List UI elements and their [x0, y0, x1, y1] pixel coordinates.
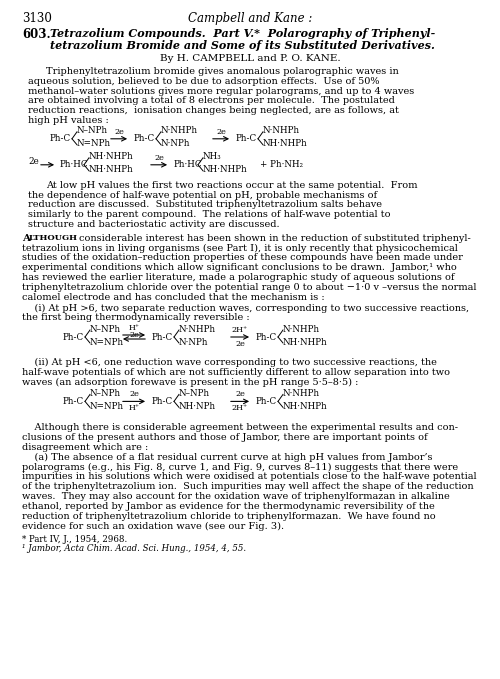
- Text: waves.  They may also account for the oxidation wave of triphenylformazan in alk: waves. They may also account for the oxi…: [22, 492, 450, 501]
- Text: NH·NHPh: NH·NHPh: [89, 152, 134, 162]
- Text: NH·NHPh: NH·NHPh: [203, 165, 248, 175]
- Text: has reviewed the earlier literature, made a polarographic study of aqueous solut: has reviewed the earlier literature, mad…: [22, 273, 454, 282]
- Text: high pH values :: high pH values :: [28, 116, 109, 125]
- Text: 2e: 2e: [114, 128, 124, 136]
- Text: Ph·HC: Ph·HC: [60, 160, 88, 169]
- Text: 2H⁺: 2H⁺: [232, 326, 248, 334]
- Text: Although there is considerable agreement between the experimental results and co: Although there is considerable agreement…: [22, 424, 458, 433]
- Text: studies of the oxidation–reduction properties of these compounds have been made : studies of the oxidation–reduction prope…: [22, 253, 463, 262]
- Text: 2e: 2e: [28, 158, 39, 166]
- Text: reduction are discussed.  Substituted triphenyltetrazolium salts behave: reduction are discussed. Substituted tri…: [28, 200, 382, 209]
- Text: N–NPh: N–NPh: [90, 389, 121, 398]
- Text: N–NPh: N–NPh: [179, 389, 210, 398]
- Text: structure and bacteriostatic activity are discussed.: structure and bacteriostatic activity ar…: [28, 220, 280, 229]
- Text: N–NPh: N–NPh: [77, 126, 108, 135]
- Text: similarly to the parent compound.  The relations of half-wave potential to: similarly to the parent compound. The re…: [28, 210, 390, 219]
- Text: considerable interest has been shown in the reduction of substituted triphenyl-: considerable interest has been shown in …: [79, 234, 471, 243]
- Text: clusions of the present authors and those of Jambor, there are important points : clusions of the present authors and thos…: [22, 433, 428, 442]
- Text: At low pH values the first two reactions occur at the same potential.  From: At low pH values the first two reactions…: [46, 181, 418, 190]
- Text: calomel electrode and has concluded that the mechanism is :: calomel electrode and has concluded that…: [22, 293, 324, 301]
- Text: Ph-C: Ph-C: [63, 333, 84, 342]
- Text: are obtained involving a total of 8 electrons per molecule.  The postulated: are obtained involving a total of 8 elec…: [28, 96, 395, 105]
- Text: N=NPh: N=NPh: [90, 337, 124, 346]
- Text: N·NHPh: N·NHPh: [161, 126, 198, 135]
- Text: + Ph·NH₂: + Ph·NH₂: [260, 160, 303, 169]
- Text: Tetrazolium Compounds.  Part V.*  Polarography of Triphenyl-: Tetrazolium Compounds. Part V.* Polarogr…: [50, 28, 435, 39]
- Text: triphenyltetrazolium chloride over the potential range 0 to about −1·0 v –versus: triphenyltetrazolium chloride over the p…: [22, 282, 476, 292]
- Text: LTHOUGH: LTHOUGH: [29, 234, 78, 242]
- Text: Ph·HC: Ph·HC: [174, 160, 203, 169]
- Text: tetrazolium ions in living organisms (see Part I), it is only recently that phys: tetrazolium ions in living organisms (se…: [22, 244, 458, 253]
- Text: of the triphenyltetrazolium ion.  Such impurities may well affect the shape of t: of the triphenyltetrazolium ion. Such im…: [22, 482, 473, 491]
- Text: aqueous solution, believed to be due to adsorption effects.  Use of 50%: aqueous solution, believed to be due to …: [28, 77, 380, 86]
- Text: N–NPh: N–NPh: [90, 325, 121, 333]
- Text: methanol–water solutions gives more regular polarograms, and up to 4 waves: methanol–water solutions gives more regu…: [28, 87, 414, 96]
- Text: 2e: 2e: [216, 128, 226, 136]
- Text: the first being thermodynamically reversible :: the first being thermodynamically revers…: [22, 313, 250, 323]
- Text: A: A: [22, 234, 30, 243]
- Text: N=NPh: N=NPh: [77, 139, 111, 148]
- Text: N·NPh: N·NPh: [179, 337, 208, 346]
- Text: Ph-C: Ph-C: [152, 333, 174, 342]
- Text: Ph-C: Ph-C: [256, 333, 277, 342]
- Text: ¹ Jambor, Acta Chim. Acad. Sci. Hung., 1954, 4, 55.: ¹ Jambor, Acta Chim. Acad. Sci. Hung., 1…: [22, 544, 246, 553]
- Text: H⁺: H⁺: [128, 324, 140, 332]
- Text: NH·NHPh: NH·NHPh: [263, 139, 308, 148]
- Text: N·NHPh: N·NHPh: [283, 389, 320, 398]
- Text: Ph-C: Ph-C: [50, 134, 72, 143]
- Text: N·NHPh: N·NHPh: [263, 126, 300, 135]
- Text: NH·NHPh: NH·NHPh: [283, 337, 328, 346]
- Text: 2e: 2e: [129, 390, 139, 399]
- Text: Campbell and Kane :: Campbell and Kane :: [188, 12, 312, 25]
- Text: disagreement which are :: disagreement which are :: [22, 443, 148, 452]
- Text: evidence for such an oxidation wave (see our Fig. 3).: evidence for such an oxidation wave (see…: [22, 521, 284, 530]
- Text: waves (an adsorption forewave is present in the pH range 5·5–8·5) :: waves (an adsorption forewave is present…: [22, 378, 358, 387]
- Text: the dependence of half-wave potential on pH, probable mechanisms of: the dependence of half-wave potential on…: [28, 191, 377, 200]
- Text: (ii) At pH <6, one reduction wave corresponding to two successive reactions, the: (ii) At pH <6, one reduction wave corres…: [22, 358, 437, 367]
- Text: reduction of triphenyltetrazolium chloride to triphenylformazan.  We have found : reduction of triphenyltetrazolium chlori…: [22, 511, 436, 521]
- Text: 2H⁺: 2H⁺: [232, 405, 248, 412]
- Text: half-wave potentials of which are not sufficiently different to allow separation: half-wave potentials of which are not su…: [22, 368, 450, 377]
- Text: Ph-C: Ph-C: [256, 397, 277, 406]
- Text: * Part IV, J., 1954, 2968.: * Part IV, J., 1954, 2968.: [22, 535, 127, 544]
- Text: NH·NPh: NH·NPh: [179, 402, 216, 411]
- Text: polarograms (e.g., his Fig. 8, curve 1, and Fig. 9, curves 8–11) suggests that t: polarograms (e.g., his Fig. 8, curve 1, …: [22, 462, 458, 472]
- Text: N·NHPh: N·NHPh: [283, 325, 320, 333]
- Text: tetrazolium Bromide and Some of its Substituted Derivatives.: tetrazolium Bromide and Some of its Subs…: [50, 40, 435, 51]
- Text: H⁺: H⁺: [128, 405, 140, 412]
- Text: N·NPh: N·NPh: [161, 139, 190, 148]
- Text: impurities in his solutions which were oxidised at potentials close to the half-: impurities in his solutions which were o…: [22, 473, 476, 481]
- Text: experimental conditions which allow significant conclusions to be drawn.  Jambor: experimental conditions which allow sign…: [22, 263, 457, 272]
- Text: 2e: 2e: [154, 154, 164, 162]
- Text: (a) The absence of a flat residual current curve at high pH values from Jambor’s: (a) The absence of a flat residual curre…: [22, 453, 432, 462]
- Text: By H. CAMPBELL and P. O. KANE.: By H. CAMPBELL and P. O. KANE.: [160, 54, 340, 63]
- Text: Ph-C: Ph-C: [134, 134, 155, 143]
- Text: ethanol, reported by Jambor as evidence for the thermodynamic reversibility of t: ethanol, reported by Jambor as evidence …: [22, 502, 435, 511]
- Text: Ph-C: Ph-C: [236, 134, 257, 143]
- Text: 3130: 3130: [22, 12, 52, 25]
- Text: 2e: 2e: [235, 390, 245, 399]
- Text: Ph-C: Ph-C: [63, 397, 84, 406]
- Text: NH·NHPh: NH·NHPh: [89, 165, 134, 175]
- Text: reduction reactions,  ionisation changes being neglected, are as follows, at: reduction reactions, ionisation changes …: [28, 106, 399, 115]
- Text: NH·NHPh: NH·NHPh: [283, 402, 328, 411]
- Text: N=NPh: N=NPh: [90, 402, 124, 411]
- Text: 2e: 2e: [235, 340, 245, 348]
- Text: Triphenyltetrazolium bromide gives anomalous polarographic waves in: Triphenyltetrazolium bromide gives anoma…: [46, 67, 399, 76]
- Text: 603.: 603.: [22, 28, 50, 41]
- Text: Ph-C: Ph-C: [152, 397, 174, 406]
- Text: (i) At pH >6, two separate reduction waves, corresponding to two successive reac: (i) At pH >6, two separate reduction wav…: [22, 304, 469, 312]
- Text: 2e: 2e: [129, 331, 139, 339]
- Text: NH₃: NH₃: [203, 152, 222, 162]
- Text: N·NHPh: N·NHPh: [179, 325, 216, 333]
